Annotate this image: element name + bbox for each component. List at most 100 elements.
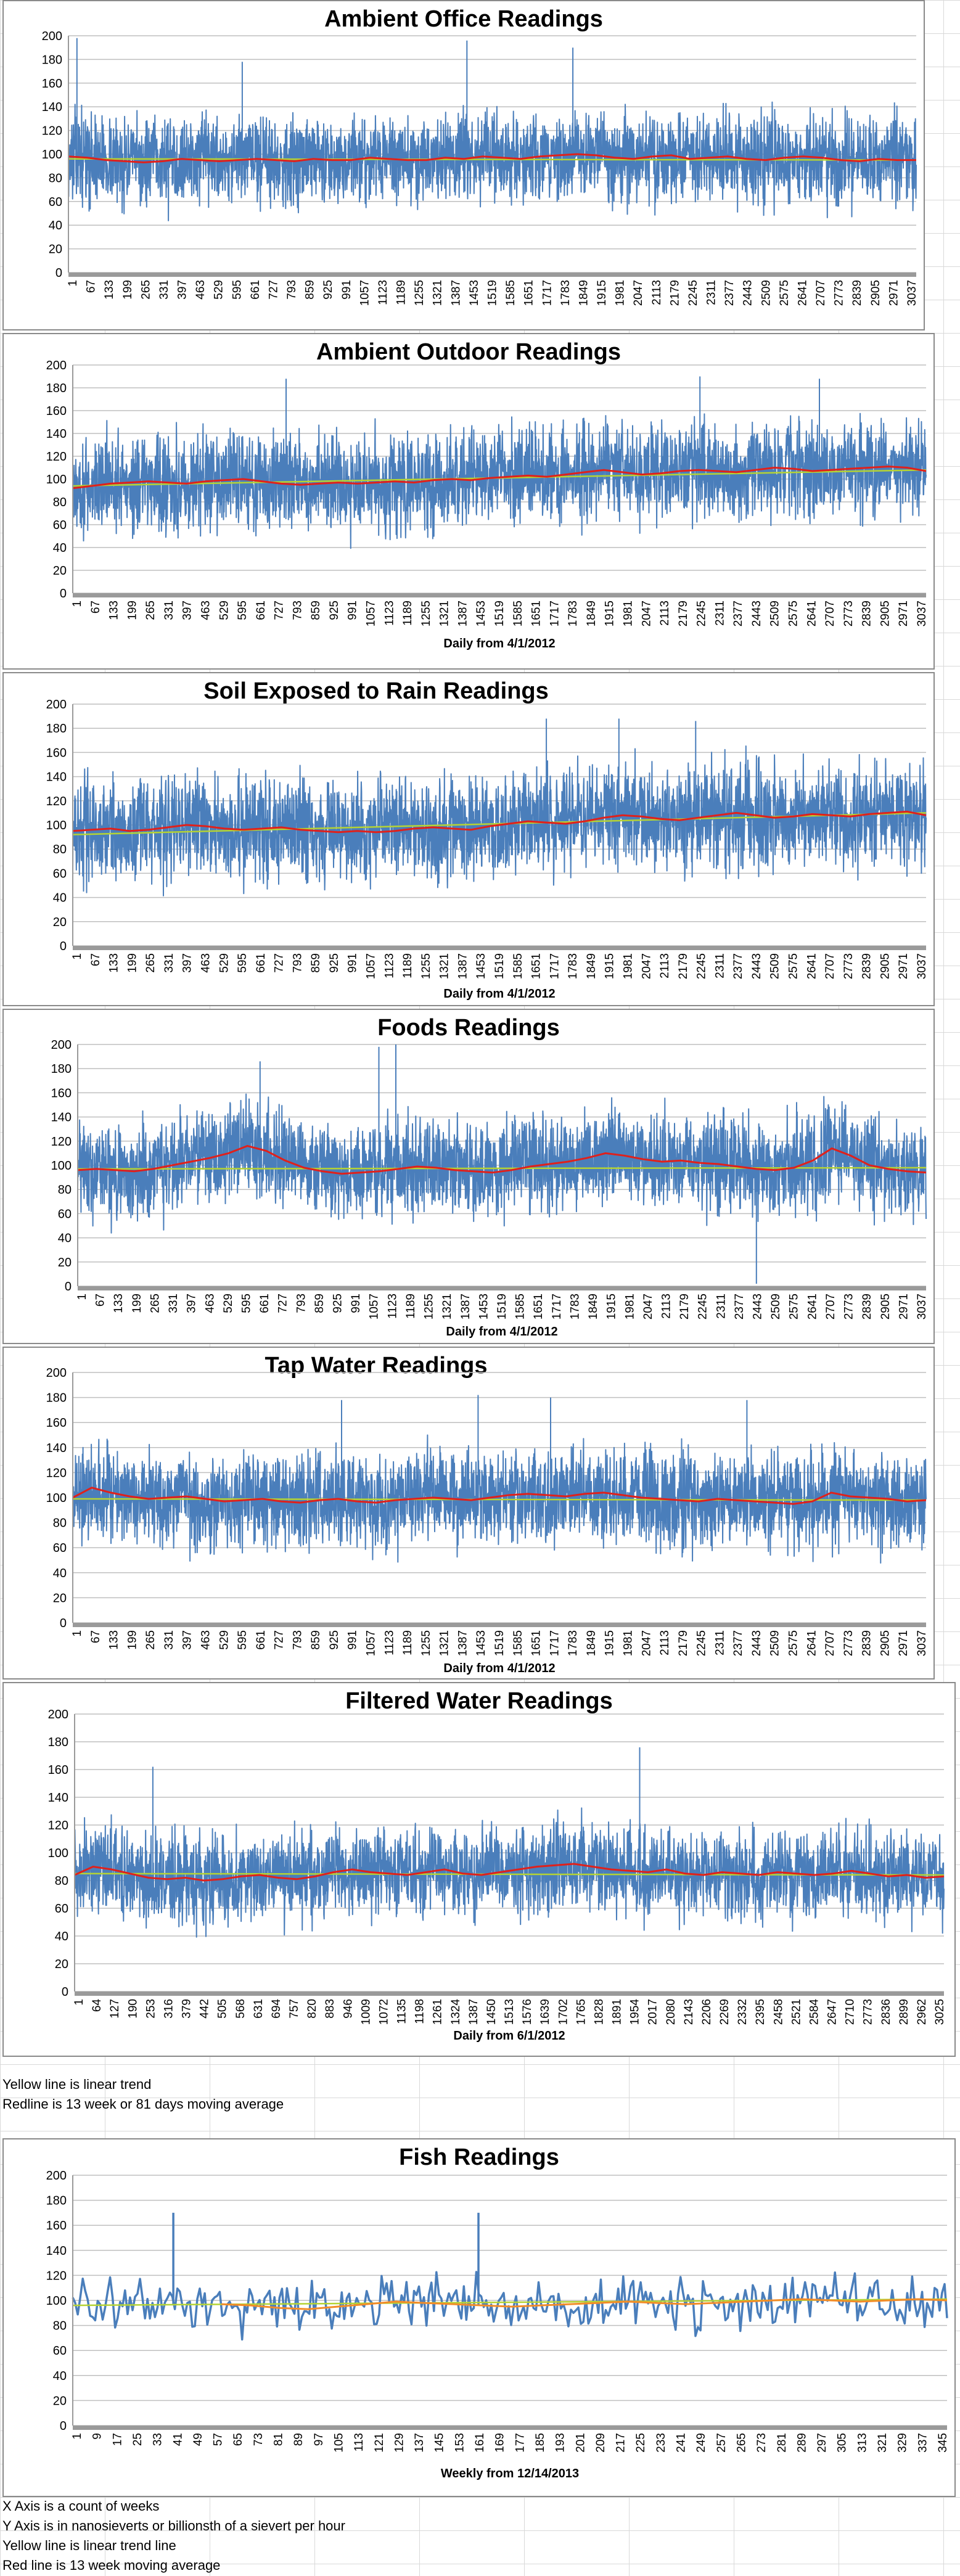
y-tick-label: 40 <box>53 2369 67 2383</box>
x-tick-label: 2143 <box>683 1999 695 2025</box>
x-tick-label: 1651 <box>530 953 543 979</box>
x-tick-label: 2836 <box>880 1999 893 2025</box>
x-tick-label: 595 <box>231 280 244 300</box>
x-tick-label: 727 <box>273 601 286 620</box>
x-tick-label: 1981 <box>622 953 635 979</box>
x-tick-label: 1783 <box>559 280 572 306</box>
y-tick-label: 60 <box>49 195 62 209</box>
x-tick-label: 1057 <box>368 1294 381 1319</box>
x-tick-label: 397 <box>181 1630 194 1650</box>
x-tick-label: 1057 <box>365 953 378 979</box>
x-tick-label: 2443 <box>750 1630 763 1656</box>
x-tick-label: 661 <box>258 1294 271 1313</box>
x-tick-label: 1585 <box>512 1630 525 1656</box>
x-axis-band <box>75 1991 944 1996</box>
linear-trend-line <box>77 1167 927 1170</box>
x-tick-label: 1915 <box>605 1294 618 1319</box>
x-tick-label: 1 <box>71 601 84 607</box>
x-tick-label: 1255 <box>420 1630 433 1656</box>
x-tick-label: 1321 <box>438 953 451 979</box>
x-tick-label: 1783 <box>567 601 580 626</box>
x-tick-label: 1981 <box>622 1630 635 1656</box>
x-axis-title: Daily from 6/1/2012 <box>453 2029 565 2043</box>
y-tick-label: 140 <box>42 100 62 114</box>
x-tick-label: 1324 <box>449 1999 462 2025</box>
x-tick-label: 331 <box>163 1630 176 1650</box>
y-tick-label: 140 <box>46 771 67 784</box>
x-tick-label: 2113 <box>658 1630 671 1655</box>
x-tick-label: 265 <box>736 2433 749 2453</box>
y-tick-label: 20 <box>53 1591 67 1605</box>
x-tick-label: 89 <box>292 2433 305 2446</box>
x-tick-label: 1651 <box>523 280 536 306</box>
x-tick-label: 2311 <box>713 953 726 978</box>
chart-title: Fish Readings <box>399 2144 559 2170</box>
moving-average-line <box>77 1145 927 1175</box>
readings-series-line <box>77 1044 927 1284</box>
x-tick-label: 3025 <box>933 1999 946 2025</box>
x-tick-label: 2707 <box>824 953 837 979</box>
x-tick-label: 297 <box>816 2433 829 2453</box>
x-tick-label: 316 <box>162 1999 175 2019</box>
x-tick-label: 1585 <box>512 601 525 626</box>
x-tick-label: 2839 <box>861 1630 874 1656</box>
y-tick-label: 0 <box>60 1617 67 1630</box>
x-tick-label: 694 <box>270 1999 283 2019</box>
ambient-office-chart: Ambient Office Readings 0 20 40 60 80 100 120 1… <box>2 0 925 330</box>
x-tick-label: 925 <box>328 953 341 973</box>
x-tick-label: 2377 <box>732 953 745 979</box>
x-axis-band <box>73 1623 926 1627</box>
x-tick-label: 463 <box>200 953 213 973</box>
x-tick-label: 1189 <box>401 953 414 978</box>
x-tick-label: 1255 <box>423 1294 436 1319</box>
y-tick-label: 140 <box>51 1111 72 1125</box>
x-tick-label: 2311 <box>713 1630 726 1655</box>
chart-title: Tap Water Readings <box>265 1353 488 1379</box>
x-tick-label: 64 <box>91 1999 104 2012</box>
x-tick-label: 3037 <box>916 953 929 979</box>
y-tick-label: 40 <box>55 1930 68 1943</box>
x-tick-label: 331 <box>167 1294 180 1313</box>
fish-note-y-axis: Y Axis is in nanosieverts or billionsth … <box>2 2518 345 2533</box>
x-tick-label: 1849 <box>585 601 598 626</box>
x-tick-label: 1321 <box>432 280 445 306</box>
x-tick-label: 1 <box>67 280 80 287</box>
legend-note-moving-average: Redline is 13 week or 81 days moving ave… <box>2 2096 284 2112</box>
moving-average-line <box>68 153 916 163</box>
x-tick-label: 129 <box>393 2433 406 2453</box>
x-tick-label: 3037 <box>916 1294 929 1319</box>
y-tick-label: 200 <box>51 1038 72 1052</box>
x-tick-label: 2971 <box>887 280 900 306</box>
x-tick-label: 727 <box>273 1630 286 1650</box>
x-tick-label: 925 <box>332 1294 345 1313</box>
x-tick-label: 529 <box>222 1294 235 1313</box>
x-tick-label: 2245 <box>695 1630 708 1656</box>
fish-note-x-axis: X Axis is a count of weeks <box>2 2498 160 2514</box>
x-tick-label: 595 <box>236 953 249 973</box>
x-tick-label: 463 <box>194 280 207 300</box>
x-tick-label: 2773 <box>842 601 855 626</box>
x-tick-label: 1057 <box>365 1630 378 1656</box>
x-tick-label: 2971 <box>897 601 910 626</box>
x-tick-label: 3037 <box>916 601 929 626</box>
x-tick-label: 2443 <box>750 601 763 626</box>
x-tick-label: 661 <box>255 953 268 973</box>
x-tick-label: 2647 <box>826 1999 839 2025</box>
x-tick-label: 199 <box>126 953 139 973</box>
y-tick-label: 0 <box>62 1985 68 1999</box>
y-tick-label: 180 <box>51 1062 72 1076</box>
x-axis-band <box>68 273 916 277</box>
x-tick-label: 2707 <box>824 1630 837 1656</box>
x-axis-title: Daily from 4/1/2012 <box>443 1662 555 1675</box>
x-tick-label: 2575 <box>778 280 791 306</box>
x-tick-label: 1 <box>71 2433 84 2440</box>
x-tick-label: 289 <box>795 2433 808 2453</box>
x-tick-label: 67 <box>89 601 102 613</box>
x-tick-label: 505 <box>216 1999 229 2019</box>
x-tick-label: 241 <box>675 2433 688 2453</box>
x-tick-label: 1255 <box>420 601 433 626</box>
readings-series-line <box>72 376 927 549</box>
y-tick-label: 200 <box>46 359 67 372</box>
x-tick-label: 529 <box>218 1630 231 1650</box>
x-tick-label: 2245 <box>697 1294 710 1319</box>
